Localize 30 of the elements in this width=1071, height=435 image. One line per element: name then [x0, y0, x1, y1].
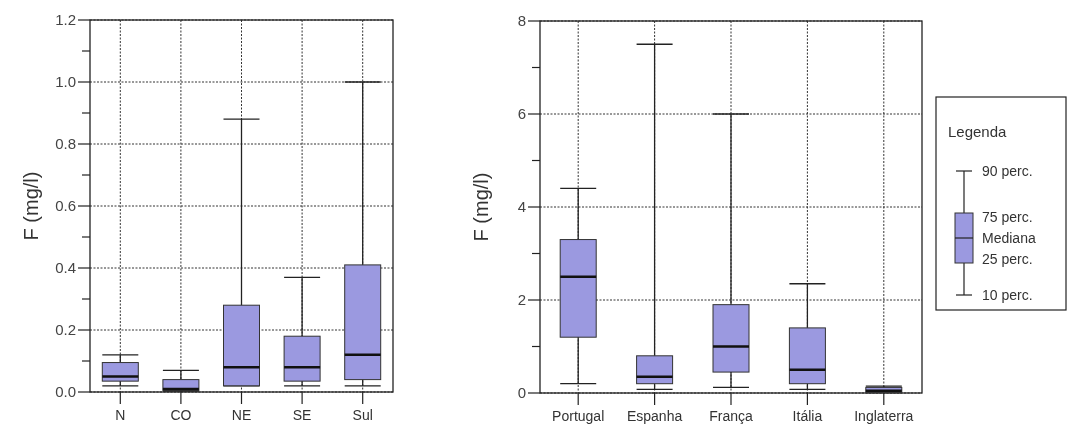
x-tick-label: N — [115, 407, 126, 423]
text: 90 perc. — [982, 162, 1033, 179]
text: Legenda — [948, 123, 1008, 140]
x-tick-label: França — [709, 408, 753, 424]
x-tick-label: Espanha — [626, 408, 683, 424]
text: 25 perc. — [982, 250, 1033, 267]
y-tick-label: 0.4 — [55, 259, 76, 277]
x-tick-label: Sul — [352, 407, 373, 423]
y-tick-label: 0.6 — [55, 197, 76, 215]
x-tick-label: NE — [231, 407, 252, 423]
text: 75 perc. — [982, 208, 1033, 225]
text: 10 perc. — [982, 286, 1033, 303]
y-axis-title: F (mg/l) — [470, 172, 492, 242]
text: Mediana — [982, 229, 1036, 246]
x-tick-label: Portugal — [552, 408, 605, 424]
y-tick-label: 2 — [517, 291, 526, 309]
y-tick-label: 1.0 — [55, 73, 76, 91]
y-tick-label: 8 — [517, 12, 526, 30]
x-tick-label: Itália — [792, 408, 823, 424]
y-tick-label: 4 — [517, 198, 526, 216]
y-tick-label: 0.2 — [55, 321, 76, 339]
x-tick-label: CO — [170, 407, 192, 423]
y-tick-label: 1.2 — [55, 11, 76, 29]
y-tick-label: 0 — [517, 384, 526, 402]
text: 0.0 — [55, 383, 76, 401]
y-tick-label: 6 — [517, 105, 526, 123]
x-tick-label: SE — [292, 407, 312, 423]
y-axis-title: F (mg/l) — [20, 171, 42, 241]
x-tick-label: Inglaterra — [854, 408, 914, 424]
y-tick-label: 0.8 — [55, 135, 76, 153]
